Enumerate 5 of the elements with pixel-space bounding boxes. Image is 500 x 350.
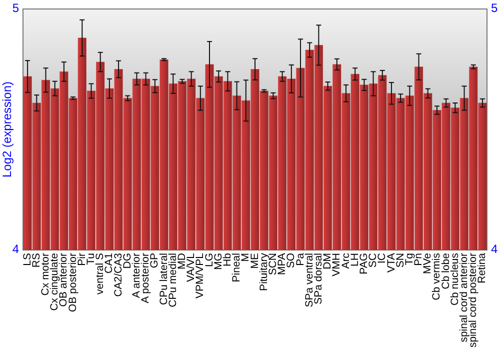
- y2-tick-label: 4: [491, 242, 498, 256]
- x-tick-label: SPa dorsal: [312, 253, 324, 304]
- y-axis-title: Log2 (expression): [0, 81, 14, 178]
- x-tick-label: MVe: [422, 252, 434, 274]
- y2-tick-label: 5: [491, 1, 498, 16]
